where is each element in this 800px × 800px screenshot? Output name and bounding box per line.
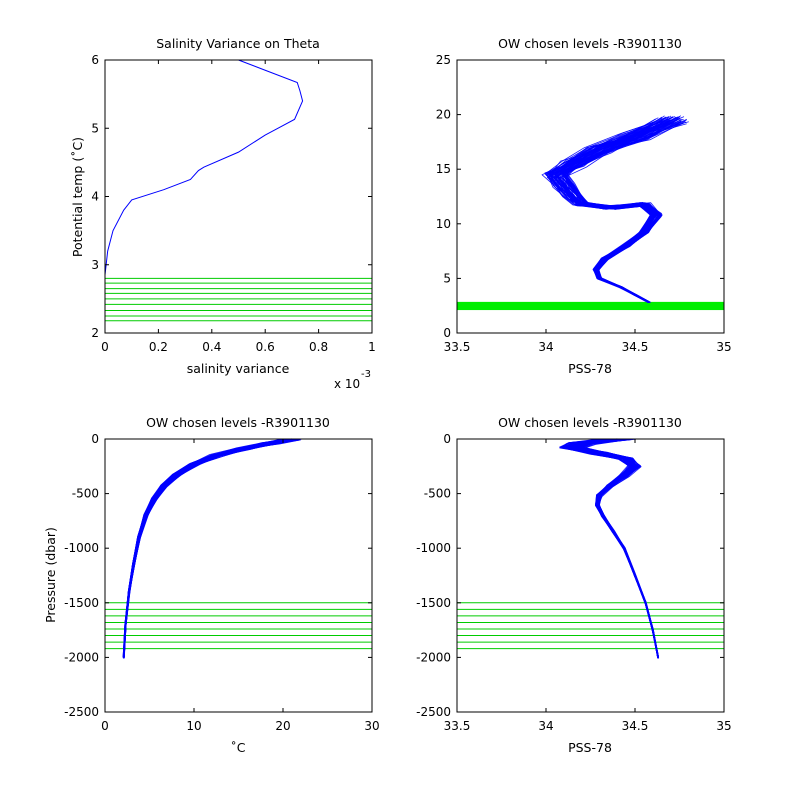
p2-x-tick-label: 34 bbox=[538, 340, 553, 354]
p3-x-tick-label: 20 bbox=[275, 719, 290, 733]
p2-y-tick-label: 25 bbox=[436, 53, 451, 67]
p3-profile-line bbox=[123, 439, 285, 659]
p3-axes-border bbox=[104, 438, 373, 713]
p1-x-tick-label: 0.6 bbox=[256, 340, 275, 354]
p1-xlabel: salinity variance bbox=[187, 361, 290, 376]
p1-title: Salinity Variance on Theta bbox=[156, 36, 320, 51]
p3-series-line bbox=[123, 438, 293, 658]
p3-xlabel: ˚C bbox=[231, 740, 246, 755]
p3-x-tick-label: 30 bbox=[364, 719, 379, 733]
p1-series-line bbox=[104, 59, 304, 276]
p3-y-tick-label: -2500 bbox=[64, 705, 99, 719]
p3-profile-line bbox=[124, 439, 301, 657]
p4-axes-border bbox=[456, 438, 725, 713]
p2-x-tick-label: 33.5 bbox=[444, 340, 471, 354]
p1-x-tick-label: 0 bbox=[101, 340, 109, 354]
p1-y-tick-label: 3 bbox=[91, 258, 99, 272]
p2-series-line bbox=[554, 119, 671, 303]
p3-axes-frame bbox=[104, 438, 373, 713]
p1-y-tick-label: 6 bbox=[91, 53, 99, 67]
p2-y-tick-label: 10 bbox=[436, 217, 451, 231]
p1-x-tick-label: 1 bbox=[368, 340, 376, 354]
p2-y-tick-label: 5 bbox=[443, 271, 451, 285]
p1-x-tick-label: 0.8 bbox=[309, 340, 328, 354]
p2-profile-line bbox=[546, 121, 663, 304]
p4-x-tick-label: 34.5 bbox=[622, 719, 649, 733]
p4-y-tick-label: -1000 bbox=[416, 541, 451, 555]
p1-ylabel: Potential temp (˚C) bbox=[70, 137, 85, 257]
p1-x-multiplier: x 10 bbox=[334, 377, 360, 391]
p3-title: OW chosen levels -R3901130 bbox=[146, 415, 330, 430]
panel-salinity-variance: Salinity Variance on Theta salinity vari… bbox=[70, 36, 376, 391]
p2-y-tick-label: 0 bbox=[443, 326, 451, 340]
p1-y-tick-label: 4 bbox=[91, 190, 99, 204]
p2-title: OW chosen levels -R3901130 bbox=[498, 36, 682, 51]
p1-x-multiplier-base: x 10 bbox=[334, 377, 360, 391]
p2-x-tick-label: 35 bbox=[716, 340, 731, 354]
p4-x-tick-label: 35 bbox=[716, 719, 731, 733]
p1-x-multiplier-exponent: -3 bbox=[361, 369, 371, 380]
p3-x-tick-label: 0 bbox=[101, 719, 109, 733]
p3-y-tick-label: 0 bbox=[91, 432, 99, 446]
p3-y-tick-label: -1000 bbox=[64, 541, 99, 555]
p3-x-tick-label: 10 bbox=[186, 719, 201, 733]
p2-xlabel: PSS-78 bbox=[568, 361, 612, 376]
p1-axes-frame bbox=[104, 59, 373, 334]
panel-temp-pressure: OW chosen levels -R3901130 ˚C Pressure (… bbox=[43, 415, 380, 755]
p2-axes-frame bbox=[456, 59, 725, 334]
p3-y-tick-label: -1500 bbox=[64, 596, 99, 610]
p2-x-tick-label: 34.5 bbox=[622, 340, 649, 354]
p2-axes-border bbox=[456, 59, 725, 334]
p3-ylabel: Pressure (dbar) bbox=[43, 527, 58, 623]
panel-salinity-pressure: OW chosen levels -R3901130 PSS-78 33.5 34… bbox=[416, 415, 732, 755]
p2-profile-line bbox=[563, 118, 682, 303]
p4-y-tick-label: -2500 bbox=[416, 705, 451, 719]
p4-xlabel: PSS-78 bbox=[568, 740, 612, 755]
p3-y-tick-label: -500 bbox=[72, 487, 99, 501]
p2-y-tick-label: 20 bbox=[436, 108, 451, 122]
p4-y-tick-label: -1500 bbox=[416, 596, 451, 610]
panel-salinity-theta: OW chosen levels -R3901130 PSS-78 33.5 34… bbox=[436, 36, 732, 376]
p4-title: OW chosen levels -R3901130 bbox=[498, 415, 682, 430]
p1-x-tick-label: 0.2 bbox=[149, 340, 168, 354]
p2-chosen-levels-band bbox=[457, 301, 724, 311]
p3-y-tick-label: -2000 bbox=[64, 650, 99, 664]
p4-y-tick-label: 0 bbox=[443, 432, 451, 446]
p4-x-tick-label: 33.5 bbox=[444, 719, 471, 733]
p4-x-tick-label: 34 bbox=[538, 719, 553, 733]
p4-series-line bbox=[570, 438, 659, 658]
p2-y-tick-label: 15 bbox=[436, 162, 451, 176]
p1-y-tick-label: 2 bbox=[91, 326, 99, 340]
p1-x-tick-label: 0.4 bbox=[202, 340, 221, 354]
p1-y-tick-label: 5 bbox=[91, 121, 99, 135]
p4-profile-line bbox=[577, 438, 660, 659]
p4-axes-frame bbox=[456, 438, 725, 713]
p4-y-tick-label: -500 bbox=[424, 487, 451, 501]
p4-y-tick-label: -2000 bbox=[416, 650, 451, 664]
